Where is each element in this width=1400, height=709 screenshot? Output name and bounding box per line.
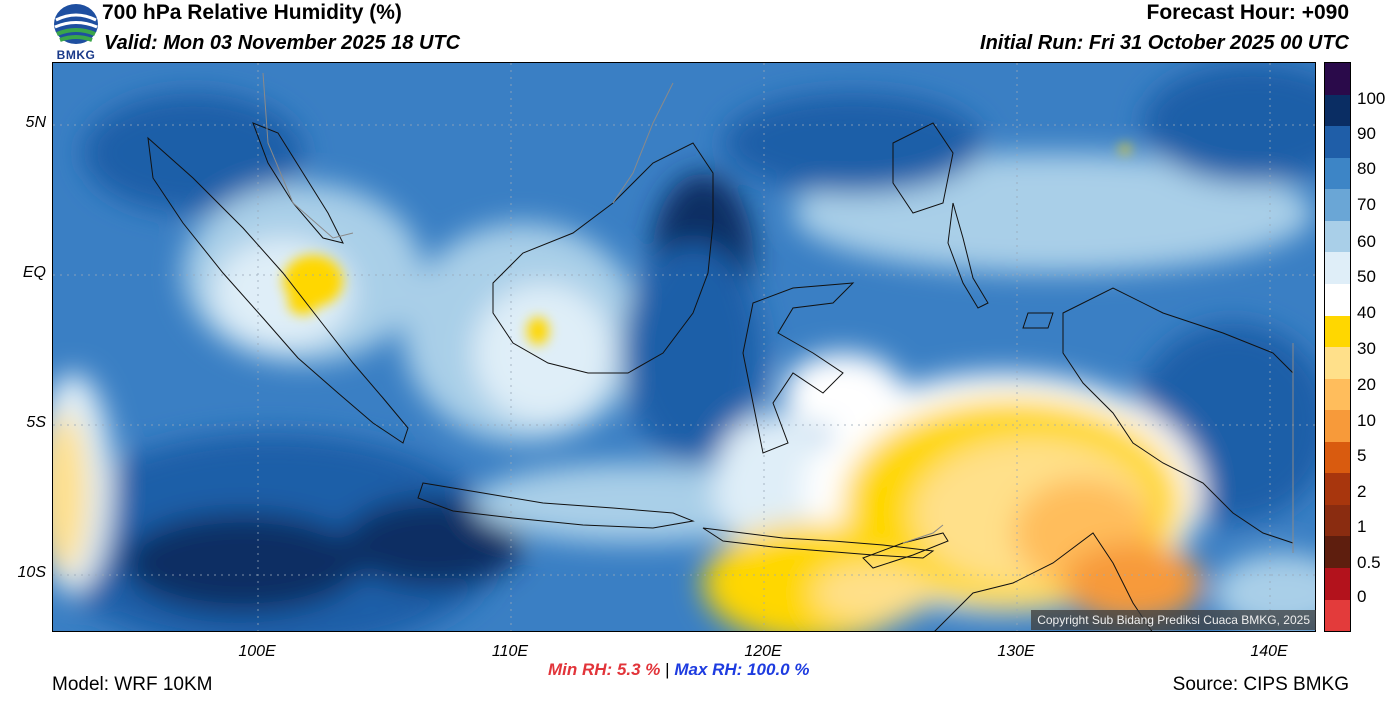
colorbar-segment xyxy=(1325,347,1350,379)
forecast-hour: Forecast Hour: +090 xyxy=(1146,1,1350,24)
colorbar-segment xyxy=(1325,252,1350,284)
colorbar-segment xyxy=(1325,568,1350,600)
lon-label-120e: 120E xyxy=(744,643,782,660)
colorbar-segment xyxy=(1325,473,1350,505)
colorbar-segment xyxy=(1325,410,1350,442)
colorbar-label-70: 70 xyxy=(1357,195,1376,214)
humidity-field xyxy=(53,63,1315,631)
lon-label-130e: 130E xyxy=(997,643,1035,660)
colorbar-segment xyxy=(1325,504,1350,537)
coastlines xyxy=(147,122,1294,631)
colorbar-label-40: 40 xyxy=(1357,303,1376,322)
colorbar xyxy=(1324,62,1351,632)
colorbar-label-10: 10 xyxy=(1357,411,1376,430)
model-label: Model: WRF 10KM xyxy=(52,674,213,695)
colorbar-segment xyxy=(1325,63,1350,95)
lat-label-10s: 10S xyxy=(17,564,46,581)
colorbar-segment xyxy=(1325,126,1350,158)
lon-label-110e: 110E xyxy=(491,643,529,660)
colorbar-segment xyxy=(1325,599,1350,632)
colorbar-label-1: 1 xyxy=(1357,517,1367,536)
chart-title: 700 hPa Relative Humidity (%) xyxy=(102,1,402,24)
rh-separator: | xyxy=(665,660,670,679)
colorbar-segment xyxy=(1325,157,1350,190)
max-rh-label: Max RH: xyxy=(674,660,743,679)
min-rh-label: Min RH: xyxy=(548,660,613,679)
colorbar-segment xyxy=(1325,536,1350,568)
colorbar-label-30: 30 xyxy=(1357,339,1376,358)
colorbar-label-20: 20 xyxy=(1357,375,1376,394)
lon-label-100e: 100E xyxy=(238,643,276,660)
colorbar-label-80: 80 xyxy=(1357,159,1376,178)
colorbar-label-2: 2 xyxy=(1357,482,1367,501)
logo-text: BMKG xyxy=(56,48,96,62)
min-rh-value: 5.3 % xyxy=(616,660,661,679)
lat-label-5s: 5S xyxy=(26,414,46,431)
colorbar-segment xyxy=(1325,315,1350,348)
colorbar-segment xyxy=(1325,189,1350,221)
max-rh-value: 100.0 % xyxy=(747,660,810,679)
colorbar-segment xyxy=(1325,378,1350,411)
bmkg-emblem-icon xyxy=(54,4,98,44)
initial-run: Initial Run: Fri 31 October 2025 00 UTC xyxy=(980,32,1349,54)
colorbar-segment xyxy=(1325,94,1350,127)
lat-label-eq: EQ xyxy=(22,264,46,281)
humidity-map xyxy=(52,62,1316,632)
valid-time: Valid: Mon 03 November 2025 18 UTC xyxy=(104,32,461,54)
colorbar-label-0-5: 0.5 xyxy=(1357,553,1381,572)
colorbar-label-60: 60 xyxy=(1357,232,1376,251)
colorbar-label-50: 50 xyxy=(1357,267,1376,286)
colorbar-segment xyxy=(1325,283,1350,316)
colorbar-segment xyxy=(1325,220,1350,253)
colorbar-label-100: 100 xyxy=(1357,89,1386,108)
colorbar-label-0: 0 xyxy=(1357,587,1367,606)
source-label: Source: CIPS BMKG xyxy=(1172,674,1349,695)
rh-stats: Min RH: 5.3 % | Max RH: 100.0 % xyxy=(548,660,809,680)
colorbar-segment xyxy=(1325,441,1350,474)
colorbar-label-90: 90 xyxy=(1357,124,1376,143)
copyright-notice: Copyright Sub Bidang Prediksi Cuaca BMKG… xyxy=(1031,610,1316,630)
bmkg-logo: BMKG xyxy=(52,0,100,62)
colorbar-label-5: 5 xyxy=(1357,446,1367,465)
lon-label-140e: 140E xyxy=(1250,643,1288,660)
lat-label-5n: 5N xyxy=(25,114,46,131)
